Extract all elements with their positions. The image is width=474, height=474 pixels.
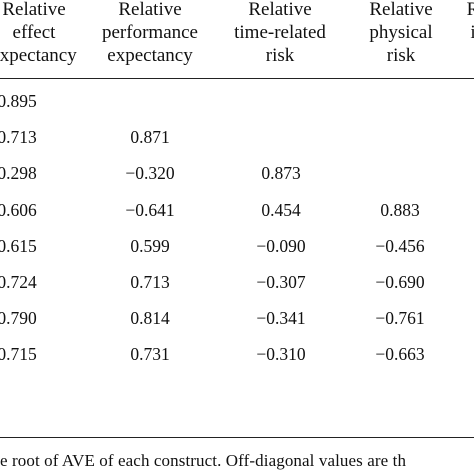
- table-cell: −0.307: [256, 272, 306, 292]
- table-cell: −0.090: [256, 235, 306, 256]
- table-cell: −0.641: [125, 199, 175, 220]
- table-cell: 0.814: [130, 308, 170, 329]
- table-cell: −0.761: [375, 308, 425, 329]
- header-line: performance: [102, 22, 198, 43]
- header-line: effect: [12, 22, 56, 43]
- column-header-relative-time-related-risk: Relative time-related risk: [224, 0, 336, 70]
- table-cell: 0.713: [0, 127, 37, 148]
- table-cell: 0.599: [130, 235, 170, 256]
- header-line: Relative: [2, 0, 66, 20]
- column-header-relative-effect-expectancy: Relative effect expectancy: [0, 0, 82, 70]
- table-footnote: e root of AVE of each construct. Off-dia…: [0, 451, 407, 470]
- header-rule: [0, 78, 474, 79]
- header-line: risk: [265, 45, 295, 66]
- column-header-partial: R i: [456, 0, 474, 70]
- header-line: Relative: [369, 0, 433, 20]
- column-header-relative-physical-risk: Relative physical risk: [352, 0, 450, 70]
- table-cell: 0.606: [0, 199, 37, 220]
- table-cell: −0.341: [256, 308, 306, 329]
- header-line: Relative: [118, 0, 182, 20]
- header-line: expectancy: [0, 45, 77, 66]
- header-line: risk: [386, 45, 416, 66]
- table-cell: 0.713: [130, 272, 170, 292]
- table-cell: −0.456: [375, 235, 425, 256]
- table-cell: 0.790: [0, 308, 37, 329]
- header-line: Relative: [248, 0, 312, 20]
- table-cell: −0.690: [375, 272, 425, 292]
- header-line: i: [470, 22, 474, 43]
- column-header-relative-performance-expectancy: Relative performance expectancy: [90, 0, 210, 70]
- table-cell: −0.663: [375, 344, 425, 365]
- header-line: physical: [369, 22, 433, 43]
- table-cell: 0.715: [0, 344, 37, 365]
- table-cell: 0.873: [261, 163, 301, 184]
- table-cell: 0.871: [130, 127, 170, 148]
- table-cell: 0.724: [0, 272, 37, 292]
- header-line: R: [466, 0, 474, 20]
- table-cell: 0.883: [380, 199, 420, 220]
- table-cell: 0.454: [261, 199, 301, 220]
- table-cell: 0.298: [0, 163, 37, 184]
- table-cell: −0.310: [256, 344, 306, 365]
- table-cell: 0.615: [0, 235, 37, 256]
- table-cell: 0.895: [0, 91, 37, 111]
- bottom-rule: [0, 437, 474, 438]
- table-cell: −0.320: [125, 163, 175, 184]
- table-cell: 0.731: [130, 344, 170, 365]
- header-line: expectancy: [107, 45, 193, 66]
- header-line: time-related: [234, 22, 326, 43]
